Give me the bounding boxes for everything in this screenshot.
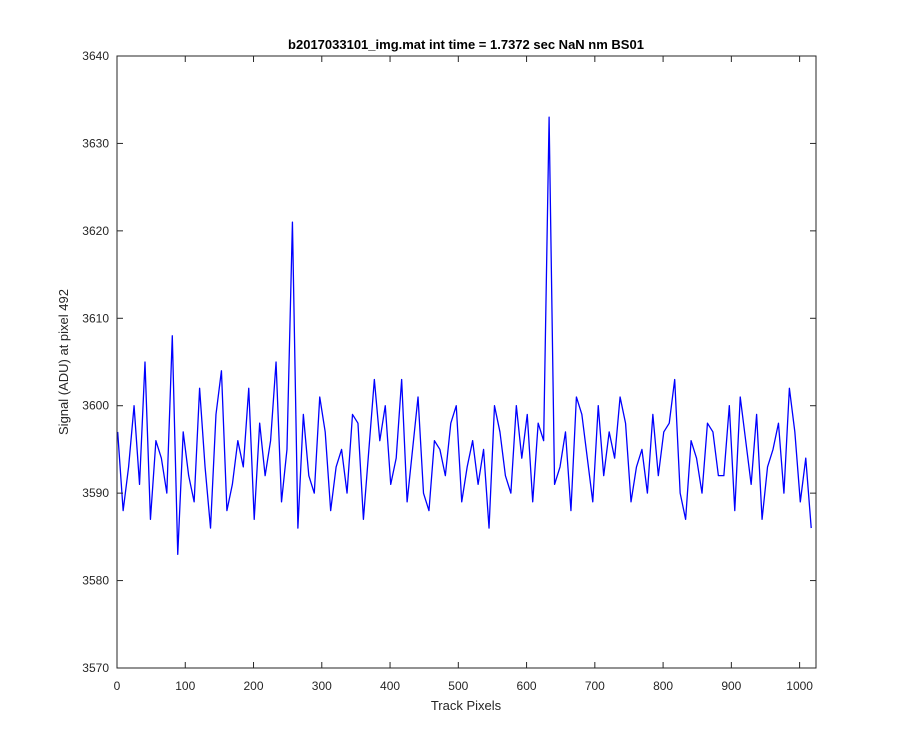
y-tick-label: 3620: [82, 224, 109, 238]
x-tick-label: 1000: [786, 679, 813, 693]
x-tick-label: 200: [244, 679, 264, 693]
x-tick-label: 700: [585, 679, 605, 693]
y-axis-label: Signal (ADU) at pixel 492: [56, 289, 71, 435]
plot-area: [117, 56, 816, 668]
series-layer: [117, 116, 812, 555]
y-tick-label: 3590: [82, 486, 109, 500]
x-tick-label: 800: [653, 679, 673, 693]
x-tick-label: 500: [448, 679, 468, 693]
x-tick-label: 300: [312, 679, 332, 693]
y-tick-label: 3600: [82, 399, 109, 413]
y-tick-label: 3640: [82, 49, 109, 63]
y-tick-label: 3570: [82, 661, 109, 675]
x-tick-label: 100: [175, 679, 195, 693]
x-tick-label: 900: [721, 679, 741, 693]
series-line-1: [117, 116, 812, 555]
x-tick-label: 400: [380, 679, 400, 693]
chart-title: b2017033101_img.mat int time = 1.7372 se…: [288, 37, 644, 52]
x-axis-ticks: 0 100 200 300 400 500 600 700 800 900 1000: [114, 56, 813, 693]
axes-box: [116, 55, 817, 669]
y-tick-label: 3630: [82, 136, 109, 150]
y-axis-ticks: 3570 3580 3590 3600 3610 3620 3630 3640: [82, 49, 816, 675]
x-tick-label: 600: [517, 679, 537, 693]
x-axis-label: Track Pixels: [431, 698, 502, 713]
y-tick-label: 3580: [82, 574, 109, 588]
y-tick-label: 3610: [82, 311, 109, 325]
x-tick-label: 0: [114, 679, 121, 693]
